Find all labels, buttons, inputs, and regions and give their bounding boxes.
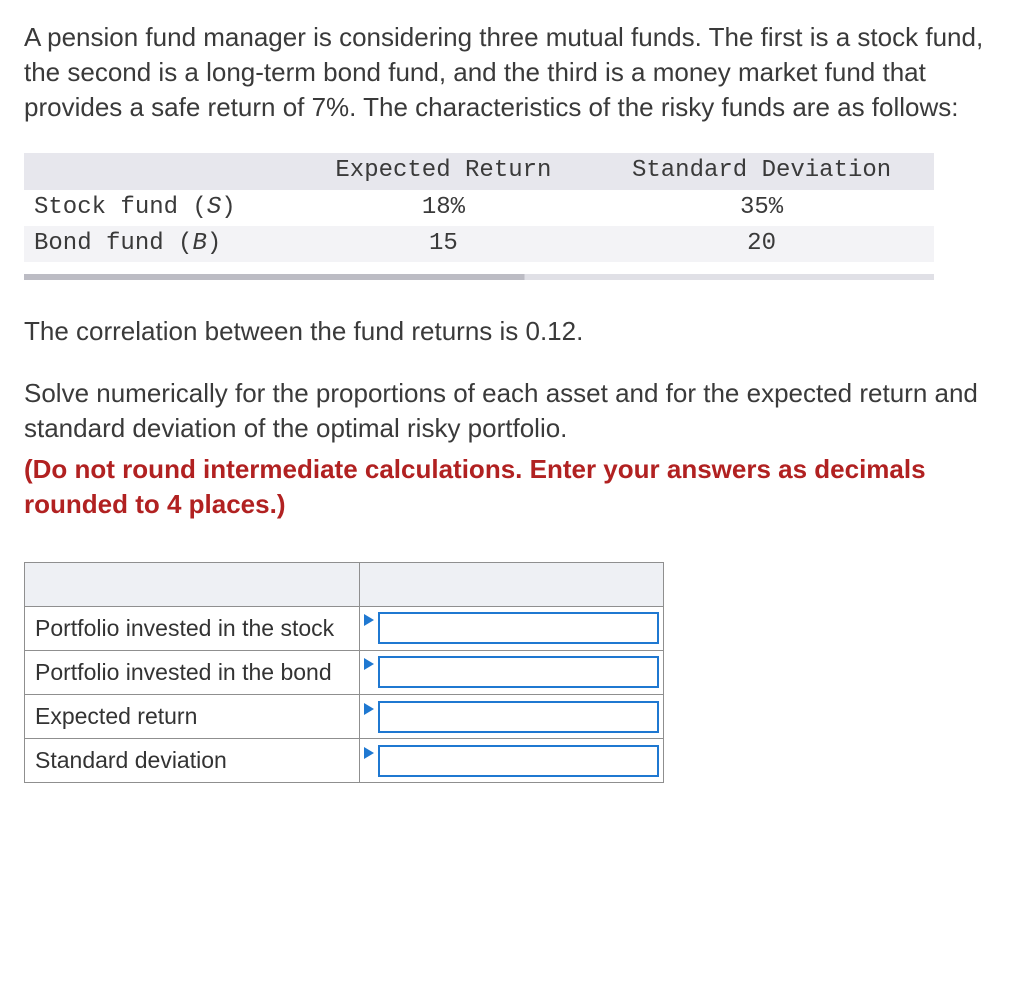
- label-part: Bond fund (: [34, 230, 192, 257]
- table-row: Bond fund (B) 15 20: [24, 226, 934, 262]
- answer-table: Portfolio invested in the stock Portfoli…: [24, 562, 664, 783]
- correlation-text: The correlation between the fund returns…: [24, 314, 994, 349]
- label-part: ): [221, 194, 235, 221]
- answer-header-blank: [25, 562, 664, 606]
- answer-row: Portfolio invested in the stock: [25, 606, 664, 650]
- hdr-standard-deviation: Standard Deviation: [589, 153, 934, 189]
- input-marker-icon: [364, 747, 374, 759]
- table-header-row: Expected Return Standard Deviation: [24, 153, 934, 189]
- answer-row: Portfolio invested in the bond: [25, 650, 664, 694]
- fund-er: 18%: [298, 190, 589, 226]
- hdr-blank: [24, 153, 298, 189]
- answer-row: Standard deviation: [25, 739, 664, 783]
- input-marker-icon: [364, 658, 374, 670]
- instruction-text: (Do not round intermediate calculations.…: [24, 452, 994, 522]
- label-part: ): [207, 230, 221, 257]
- label-italic: B: [192, 230, 206, 257]
- answer-label: Portfolio invested in the stock: [25, 606, 360, 650]
- fund-label: Bond fund (B): [24, 226, 298, 262]
- fund-label: Stock fund (S): [24, 190, 298, 226]
- input-marker-icon: [364, 614, 374, 626]
- table-bottom-strip: [24, 274, 934, 280]
- table-row: Stock fund (S) 18% 35%: [24, 190, 934, 226]
- funds-table: Expected Return Standard Deviation Stock…: [24, 153, 934, 262]
- problem-intro: A pension fund manager is considering th…: [24, 20, 994, 125]
- label-part: Stock fund (: [34, 194, 207, 221]
- standard-deviation-input[interactable]: [378, 745, 659, 777]
- answer-row: Expected return: [25, 695, 664, 739]
- fund-er: 15: [298, 226, 589, 262]
- hdr-expected-return: Expected Return: [298, 153, 589, 189]
- input-marker-icon: [364, 703, 374, 715]
- fund-sd: 20: [589, 226, 934, 262]
- answer-label: Expected return: [25, 695, 360, 739]
- label-italic: S: [207, 194, 221, 221]
- solve-text: Solve numerically for the proportions of…: [24, 376, 994, 446]
- answer-label: Portfolio invested in the bond: [25, 650, 360, 694]
- portfolio-stock-input[interactable]: [378, 612, 659, 644]
- portfolio-bond-input[interactable]: [378, 656, 659, 688]
- fund-sd: 35%: [589, 190, 934, 226]
- expected-return-input[interactable]: [378, 701, 659, 733]
- answer-label: Standard deviation: [25, 739, 360, 783]
